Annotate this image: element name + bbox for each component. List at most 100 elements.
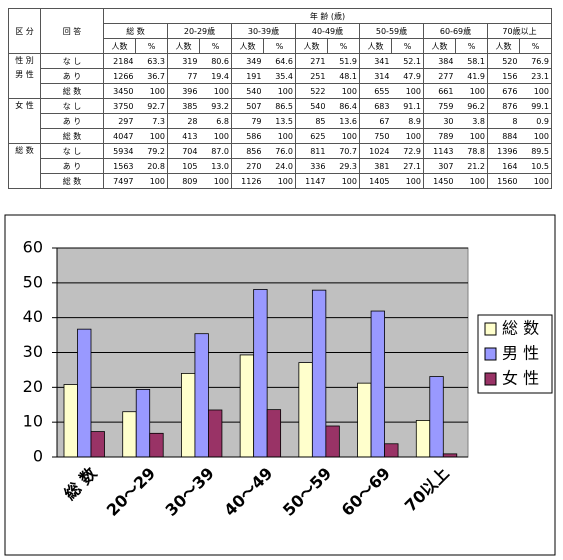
table-cell: 750 xyxy=(359,128,392,144)
sub-header: 人数 xyxy=(167,38,200,54)
table-cell: 64.6 xyxy=(263,53,296,69)
column-header: 総 数 xyxy=(103,23,168,39)
answer-label: 総 数 xyxy=(40,128,104,144)
table-cell: 156 xyxy=(487,68,520,84)
group-label: 総 数 xyxy=(8,143,41,189)
sub-header: % xyxy=(519,38,552,54)
table-cell: 63.3 xyxy=(135,53,168,69)
table-cell: 48.1 xyxy=(327,68,360,84)
table-cell: 100 xyxy=(327,83,360,99)
y-tick-label: 20 xyxy=(23,377,43,396)
table-cell: 1450 xyxy=(423,173,456,189)
legend-swatch xyxy=(484,372,497,386)
answer-label: あ り xyxy=(40,68,104,84)
table-cell: 100 xyxy=(263,128,296,144)
table-cell: 78.8 xyxy=(455,143,488,159)
table-cell: 100 xyxy=(455,83,488,99)
bar xyxy=(253,289,268,458)
table-cell: 100 xyxy=(263,83,296,99)
group-header: 区 分 xyxy=(8,8,41,54)
table-cell: 105 xyxy=(167,158,200,174)
table-cell: 520 xyxy=(487,53,520,69)
table-cell: 0.9 xyxy=(519,113,552,129)
table-cell: 77 xyxy=(167,68,200,84)
table-cell: 79 xyxy=(231,113,264,129)
table-cell: 2184 xyxy=(103,53,136,69)
y-tick-label: 40 xyxy=(23,307,43,326)
table-cell: 307 xyxy=(423,158,456,174)
bar xyxy=(208,409,223,458)
bar xyxy=(149,432,164,458)
table-cell: 271 xyxy=(295,53,328,69)
table-cell: 47.9 xyxy=(391,68,424,84)
bar xyxy=(415,420,431,458)
table-cell: 1396 xyxy=(487,143,520,159)
bar xyxy=(311,289,327,458)
table-cell: 625 xyxy=(295,128,328,144)
table-cell: 41.9 xyxy=(455,68,488,84)
table-cell: 96.2 xyxy=(455,98,488,114)
table-cell: 89.5 xyxy=(519,143,552,159)
table-cell: 28 xyxy=(167,113,200,129)
table-cell: 93.2 xyxy=(199,98,232,114)
table-cell: 51.9 xyxy=(327,53,360,69)
table-cell: 314 xyxy=(359,68,392,84)
table-cell: 100 xyxy=(391,83,424,99)
table-cell: 3750 xyxy=(103,98,136,114)
table-cell: 759 xyxy=(423,98,456,114)
table-cell: 91.1 xyxy=(391,98,424,114)
table-cell: 80.6 xyxy=(199,53,232,69)
table-cell: 20.8 xyxy=(135,158,168,174)
bar xyxy=(429,376,444,458)
table-cell: 87.0 xyxy=(199,143,232,159)
table-cell: 100 xyxy=(263,173,296,189)
table-cell: 72.9 xyxy=(391,143,424,159)
table-cell: 85 xyxy=(295,113,328,129)
sub-header: % xyxy=(135,38,168,54)
legend-label: 男 性 xyxy=(502,344,539,363)
table-cell: 1560 xyxy=(487,173,520,189)
sub-header: 人数 xyxy=(231,38,264,54)
table-cell: 876 xyxy=(487,98,520,114)
sub-header: % xyxy=(455,38,488,54)
table-cell: 23.1 xyxy=(519,68,552,84)
y-tick-label: 0 xyxy=(33,447,43,466)
answer-label: あ り xyxy=(40,158,104,174)
table-cell: 86.5 xyxy=(263,98,296,114)
sub-header: 人数 xyxy=(103,38,136,54)
table-cell: 76.9 xyxy=(519,53,552,69)
table-cell: 704 xyxy=(167,143,200,159)
table-cell: 191 xyxy=(231,68,264,84)
table-cell: 21.2 xyxy=(455,158,488,174)
sub-header: 人数 xyxy=(487,38,520,54)
table-cell: 100 xyxy=(327,173,360,189)
table-cell: 341 xyxy=(359,53,392,69)
column-header: 50-59歳 xyxy=(359,23,424,39)
table-cell: 789 xyxy=(423,128,456,144)
bar xyxy=(325,425,340,458)
table-cell: 7497 xyxy=(103,173,136,189)
answer-label: な し xyxy=(40,143,104,159)
table-cell: 19.4 xyxy=(199,68,232,84)
table-cell: 811 xyxy=(295,143,328,159)
table-cell: 100 xyxy=(327,128,360,144)
sub-header: % xyxy=(327,38,360,54)
table-cell: 3450 xyxy=(103,83,136,99)
legend-swatch xyxy=(484,347,497,361)
bar xyxy=(194,333,209,458)
table-cell: 52.1 xyxy=(391,53,424,69)
table-cell: 100 xyxy=(391,128,424,144)
table-cell: 540 xyxy=(231,83,264,99)
table-cell: 1126 xyxy=(231,173,264,189)
table-cell: 3.8 xyxy=(455,113,488,129)
table-cell: 4047 xyxy=(103,128,136,144)
table-cell: 297 xyxy=(103,113,136,129)
table-cell: 29.3 xyxy=(327,158,360,174)
sub-header: % xyxy=(199,38,232,54)
table-cell: 381 xyxy=(359,158,392,174)
table-cell: 336 xyxy=(295,158,328,174)
y-tick-label: 50 xyxy=(23,272,43,291)
legend-label: 女 性 xyxy=(502,369,539,388)
table-cell: 36.7 xyxy=(135,68,168,84)
